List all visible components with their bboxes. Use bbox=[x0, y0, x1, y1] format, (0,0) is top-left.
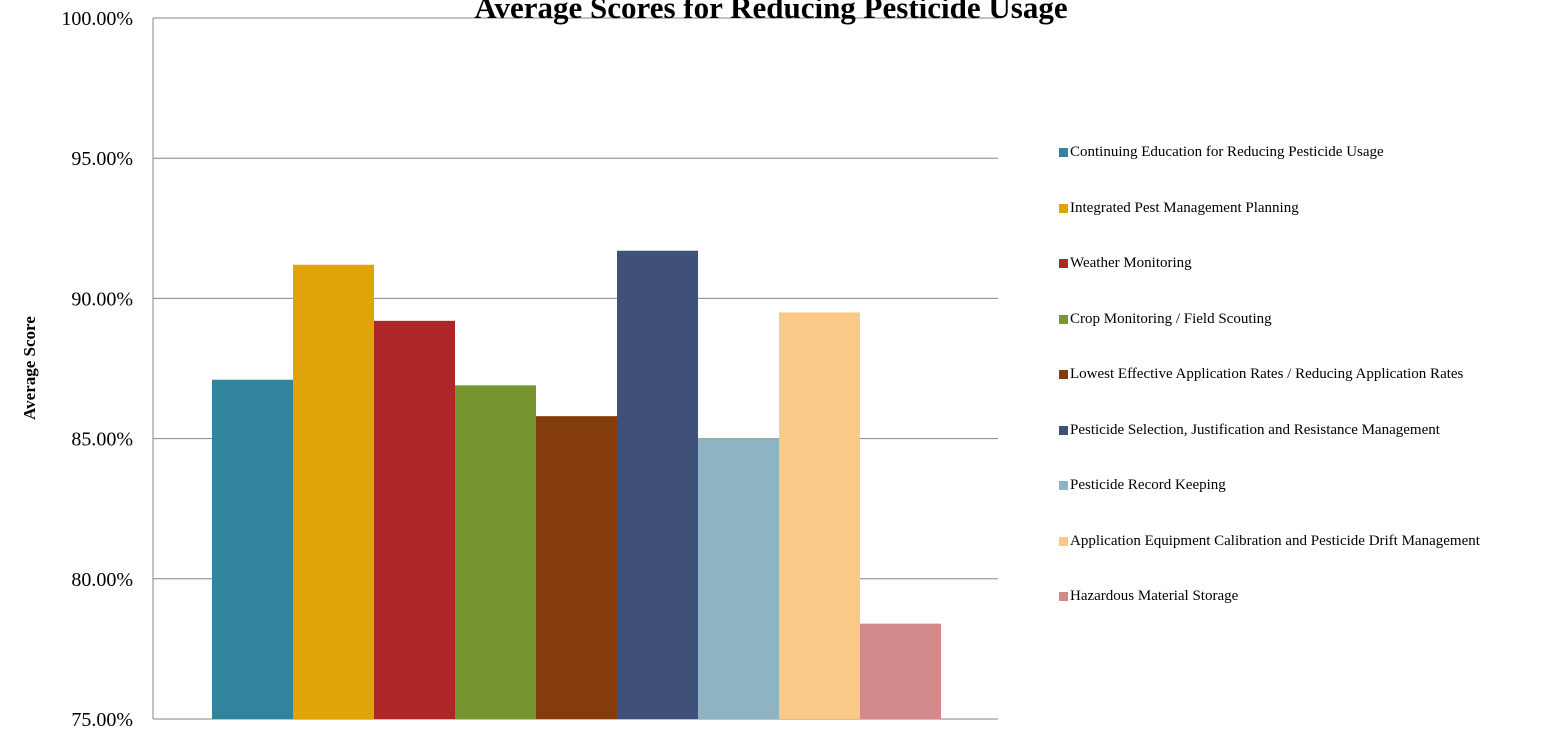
legend-label: Hazardous Material Storage bbox=[1070, 588, 1239, 604]
legend-item: Weather Monitoring bbox=[1059, 254, 1192, 273]
legend-label: Integrated Pest Management Planning bbox=[1070, 199, 1299, 216]
legend-item: Crop Monitoring / Field Scouting bbox=[1059, 310, 1272, 329]
legend-item: Pesticide Selection, Justification and R… bbox=[1059, 421, 1440, 440]
legend-item: Application Equipment Calibration and Pe… bbox=[1059, 532, 1480, 551]
bar bbox=[698, 438, 779, 719]
legend-label: Crop Monitoring / Field Scouting bbox=[1070, 310, 1272, 327]
chart-title: Average Scores for Reducing Pesticide Us… bbox=[474, 0, 1067, 25]
legend-label: Application Equipment Calibration and Pe… bbox=[1070, 532, 1480, 549]
y-tick-label: 90.00% bbox=[71, 288, 133, 310]
bar bbox=[455, 385, 536, 719]
bar bbox=[779, 312, 860, 719]
y-tick-label: 85.00% bbox=[71, 429, 133, 451]
y-axis-tick-labels: 75.00% 80.00% 85.00% 90.00% 95.00% 100.00% bbox=[61, 8, 133, 730]
legend-swatch bbox=[1059, 592, 1068, 601]
legend-item: Integrated Pest Management Planning bbox=[1059, 199, 1299, 218]
y-tick-label: 95.00% bbox=[71, 148, 133, 170]
legend-swatch bbox=[1059, 203, 1068, 213]
bar bbox=[293, 264, 374, 719]
legend-swatch bbox=[1059, 481, 1068, 490]
legend-swatch bbox=[1059, 370, 1068, 379]
legend-label: Pesticide Record Keeping bbox=[1070, 477, 1226, 493]
legend-swatch bbox=[1059, 536, 1068, 546]
bar bbox=[860, 623, 941, 719]
legend-label: Lowest Effective Application Rates / Red… bbox=[1070, 366, 1464, 382]
y-tick-label: 80.00% bbox=[71, 569, 133, 591]
bars bbox=[212, 250, 941, 719]
legend-label: Pesticide Selection, Justification and R… bbox=[1070, 421, 1440, 438]
y-axis-label: Average Score bbox=[20, 316, 39, 420]
bar bbox=[617, 250, 698, 719]
legend-swatch bbox=[1059, 148, 1068, 157]
legend-swatch bbox=[1059, 259, 1068, 268]
legend-swatch bbox=[1059, 425, 1068, 435]
bar bbox=[536, 416, 617, 719]
bar bbox=[212, 379, 293, 719]
y-tick-label: 75.00% bbox=[71, 709, 133, 730]
legend-swatch bbox=[1059, 314, 1068, 324]
legend-item: Lowest Effective Application Rates / Red… bbox=[1059, 365, 1463, 384]
bar bbox=[374, 320, 455, 719]
legend-item: Hazardous Material Storage bbox=[1059, 587, 1238, 606]
legend-item: Continuing Education for Reducing Pestic… bbox=[1059, 143, 1384, 162]
y-tick-label: 100.00% bbox=[61, 8, 133, 30]
legend-item: Pesticide Record Keeping bbox=[1059, 476, 1226, 495]
legend-label: Weather Monitoring bbox=[1070, 255, 1192, 271]
legend-label: Continuing Education for Reducing Pestic… bbox=[1070, 144, 1384, 160]
